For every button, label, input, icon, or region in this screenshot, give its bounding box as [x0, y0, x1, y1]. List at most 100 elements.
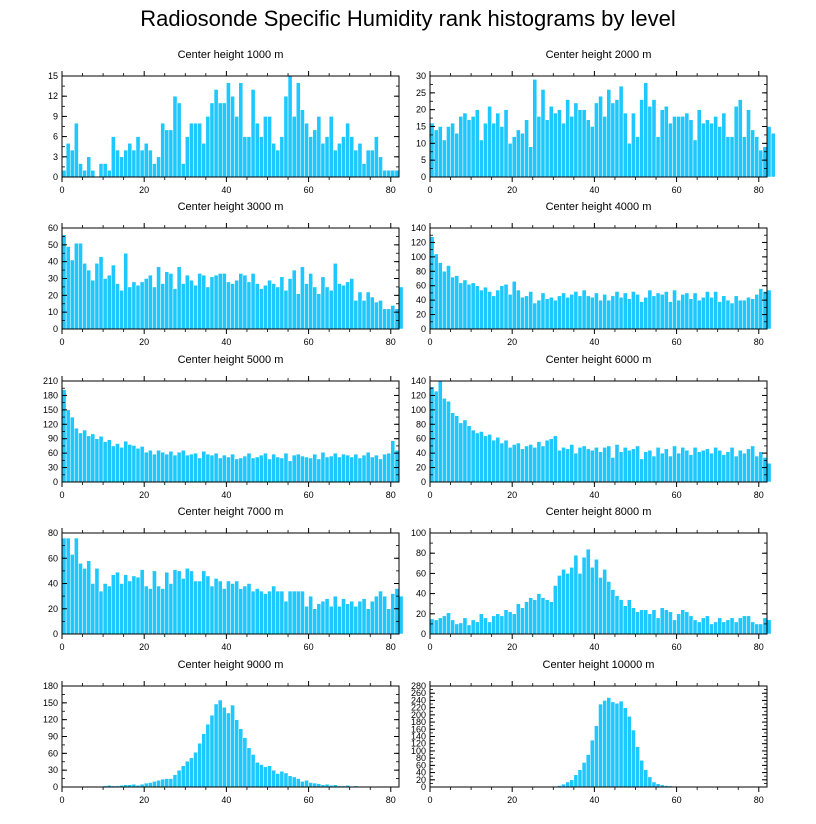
histogram-bar [487, 434, 492, 483]
histogram-bar [762, 457, 768, 483]
histogram-bar [750, 445, 755, 483]
y-tick-label: 140 [411, 223, 426, 233]
histogram-bar [172, 454, 178, 483]
histogram-bar [148, 274, 153, 330]
y-tick-label: 0 [53, 324, 58, 334]
histogram-bar [361, 163, 367, 178]
x-tick-label: 20 [139, 337, 149, 347]
histogram-bar [127, 444, 133, 483]
histogram-bar [668, 611, 673, 635]
histogram-bar [610, 589, 616, 635]
y-tick-label: 120 [411, 739, 426, 749]
histogram-bar [283, 452, 289, 483]
histogram-bar [361, 598, 367, 635]
histogram-panel: Center height 3000 m 0 10 20 30 40 50 60 0 20 40 60… [48, 201, 404, 347]
histogram-bar [259, 454, 264, 483]
histogram-bar [94, 263, 100, 330]
histogram-bar [148, 782, 153, 788]
x-tick-label: 60 [672, 642, 682, 652]
histogram-bar [458, 116, 464, 178]
histogram-bar [61, 170, 67, 178]
histogram-bar [61, 234, 67, 330]
histogram-bar [754, 136, 760, 178]
y-tick-label: 140 [411, 732, 426, 742]
histogram-bar [242, 737, 248, 788]
histogram-bar [705, 291, 710, 330]
histogram-bar [532, 79, 538, 178]
histogram-bar [250, 754, 256, 788]
histogram-bar [131, 281, 137, 330]
histogram-bar [577, 769, 583, 788]
histogram-bar [152, 453, 157, 483]
histogram-bar [168, 583, 174, 635]
histogram-bar [365, 291, 371, 330]
histogram-bar [433, 129, 439, 178]
y-tick-label: 9 [53, 111, 58, 121]
histogram-bar [193, 751, 198, 788]
x-tick-label: 40 [589, 337, 599, 347]
histogram-bar [337, 456, 342, 483]
histogram-bar [82, 568, 87, 635]
histogram-bar [585, 548, 591, 635]
x-tick-label: 80 [386, 795, 396, 805]
histogram-bar [557, 575, 562, 635]
y-tick-label: 25 [416, 88, 426, 98]
histogram-bar [172, 569, 178, 635]
histogram-bar [361, 454, 367, 483]
histogram-bar [238, 588, 244, 635]
histogram-bar [246, 747, 252, 788]
histogram-bar [349, 278, 355, 330]
histogram-bar [766, 462, 772, 483]
histogram-bar [328, 455, 334, 483]
histogram-bar [446, 126, 451, 178]
x-tick-label: 40 [589, 490, 599, 500]
x-tick-label: 40 [589, 185, 599, 195]
histogram-bar [499, 285, 505, 330]
histogram-bar [647, 289, 653, 330]
histogram-bar [69, 259, 75, 330]
histogram-bar [466, 624, 472, 635]
x-tick-label: 80 [386, 337, 396, 347]
histogram-bar [234, 279, 239, 330]
histogram-bar [226, 580, 231, 635]
histogram-bar [627, 143, 632, 178]
histogram-bar [176, 102, 182, 178]
histogram-bar [152, 781, 157, 788]
histogram-bar [548, 106, 554, 178]
histogram-bar [250, 590, 256, 635]
y-tick-label: 5 [421, 155, 426, 165]
histogram-bar [750, 621, 755, 635]
histogram-bar [565, 448, 570, 483]
histogram-bar [156, 585, 161, 635]
histogram-bar [291, 776, 297, 788]
histogram-bar [74, 122, 79, 178]
histogram-bar [156, 450, 161, 483]
histogram-bar [160, 451, 165, 483]
histogram-bar [217, 699, 223, 788]
histogram-bar [729, 302, 735, 330]
histogram-bar [308, 136, 313, 178]
histogram-bar [98, 163, 104, 178]
histogram-bar [242, 455, 248, 483]
histogram-bar [378, 590, 383, 635]
histogram-bar [246, 136, 252, 178]
histogram-bar [102, 583, 108, 635]
histogram-bar [209, 454, 215, 483]
histogram-bar [524, 445, 529, 483]
histogram-bar [185, 454, 190, 483]
y-tick-label: 80 [416, 753, 426, 763]
histogram-bar [65, 143, 71, 178]
histogram-bar [320, 143, 326, 178]
histogram-bar [316, 293, 322, 330]
histogram-bar [573, 554, 579, 635]
histogram-bar [304, 122, 309, 178]
histogram-bar [499, 615, 505, 635]
y-tick-label: 3 [53, 152, 58, 162]
histogram-bar [135, 576, 141, 635]
histogram-bar [361, 300, 367, 330]
histogram-bar [193, 122, 198, 178]
histogram-bar [479, 289, 484, 330]
x-tick-label: 80 [386, 642, 396, 652]
histogram-bar [635, 746, 640, 788]
histogram-bar [561, 447, 566, 483]
